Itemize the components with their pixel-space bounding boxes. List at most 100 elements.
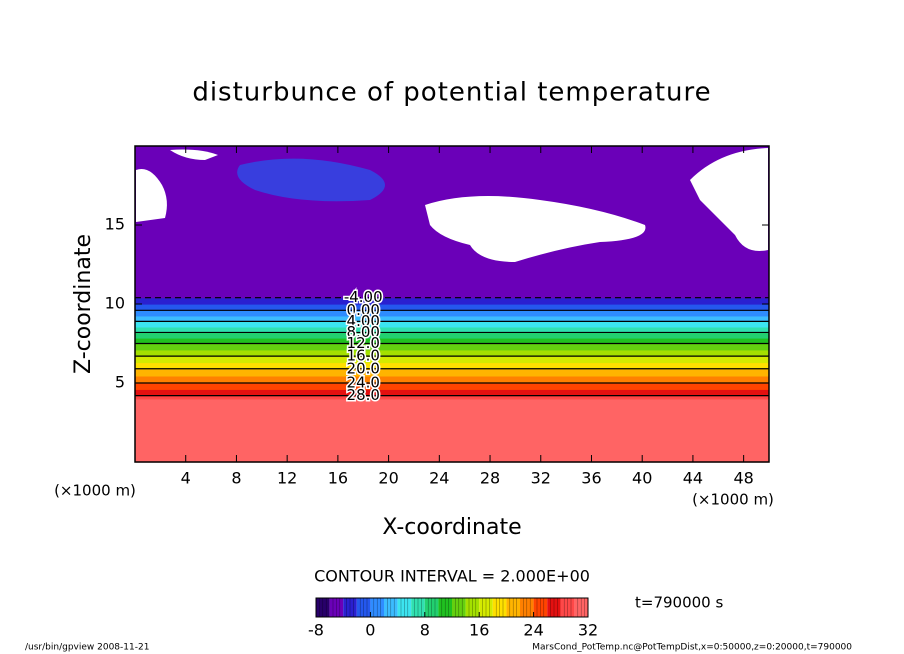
field-strip	[135, 302, 769, 305]
field-strip	[135, 298, 769, 301]
field-strip	[135, 335, 769, 337]
x-tick-label: 12	[277, 469, 297, 488]
field-strip	[135, 337, 769, 339]
colorbar-tick-label: 32	[578, 621, 598, 640]
field-strip	[135, 146, 769, 152]
field-strip	[135, 425, 769, 431]
contour-label: 28.0	[347, 386, 380, 404]
field-strip	[135, 193, 769, 200]
field-strip	[135, 372, 769, 375]
field-strip	[135, 340, 769, 343]
field-strip	[135, 293, 769, 297]
field-strip	[135, 289, 769, 292]
field-strip	[135, 391, 769, 394]
field-strip	[135, 325, 769, 328]
field-strip	[135, 307, 769, 309]
field-strip	[135, 339, 769, 342]
y-tick-label: 15	[105, 215, 125, 234]
field-strip	[135, 308, 769, 310]
field-strip	[135, 344, 769, 347]
x-tick-label: 20	[378, 469, 398, 488]
field-strip	[135, 338, 769, 341]
field-strip	[135, 346, 769, 349]
field-strip	[135, 182, 769, 189]
field-strip	[135, 377, 769, 379]
field-strip	[135, 349, 769, 352]
field-strip	[135, 363, 769, 366]
field-strip	[135, 300, 769, 303]
contour-label: 16.0	[347, 347, 380, 365]
colorbar-tick-label: 16	[469, 621, 489, 640]
field-strip	[135, 359, 769, 361]
x-tick-label: 16	[328, 469, 348, 488]
field-strip	[135, 285, 769, 288]
field-strip	[135, 267, 769, 273]
field-strip	[135, 337, 769, 340]
field-strip	[135, 172, 769, 179]
contour-label: 20.0	[347, 359, 380, 377]
field-strip	[135, 419, 769, 426]
field-strip	[135, 276, 769, 280]
field-strip	[135, 332, 769, 334]
field-strip	[135, 379, 769, 382]
field-strip	[135, 352, 769, 355]
field-strip	[135, 314, 769, 316]
colorbar-tick-label: -8	[308, 621, 324, 640]
field-strip	[135, 328, 769, 331]
field-strip	[135, 348, 769, 351]
field-strip	[135, 314, 769, 317]
field-strip	[135, 356, 769, 358]
contour-interval: CONTOUR INTERVAL = 2.000E+00	[314, 567, 590, 586]
field-strip	[135, 393, 769, 396]
field-strip	[135, 375, 769, 378]
x-tick-label: 40	[632, 469, 652, 488]
field-strip	[135, 306, 769, 308]
field-strip	[135, 161, 769, 168]
colorbar: -8 0 8 16 24 32	[308, 597, 598, 640]
y-axis-label: Z-coordinate	[71, 234, 96, 374]
x-tick-label: 36	[581, 469, 601, 488]
contour-label: 4.00	[347, 312, 380, 330]
field-strip	[135, 365, 769, 368]
field-strip	[135, 366, 769, 369]
x-tick-label: 8	[231, 469, 241, 488]
contour-label: 12.0	[347, 334, 380, 352]
field-strip	[135, 156, 769, 163]
field-strip	[135, 151, 769, 158]
field-strip	[135, 386, 769, 388]
field-strip	[135, 274, 769, 278]
field-strip	[135, 315, 769, 318]
undefined-regions	[136, 148, 768, 262]
field-strip	[135, 321, 769, 323]
field-strip	[135, 336, 769, 338]
field-strip	[135, 371, 769, 373]
x-axis-label: X-coordinate	[382, 515, 521, 540]
field-strip	[135, 316, 769, 319]
field-strip	[135, 246, 769, 252]
field-strip	[135, 167, 769, 173]
field-strip	[135, 404, 769, 410]
field-strip	[135, 430, 769, 437]
field-strip	[135, 440, 769, 447]
colorbar-frame	[315, 597, 589, 618]
upper-blue-region	[237, 158, 385, 202]
field-strip	[135, 384, 769, 386]
field-strip	[135, 341, 769, 344]
field-strip	[135, 383, 769, 385]
field-strip	[135, 318, 769, 321]
field-strip	[135, 304, 769, 306]
field-strip	[135, 295, 769, 299]
field-strip	[135, 358, 769, 360]
field-strip	[135, 319, 769, 322]
field-strip	[135, 326, 769, 329]
field-strip	[135, 369, 769, 372]
x-unit: (×1000 m)	[692, 491, 774, 509]
field-strip	[135, 351, 769, 354]
chart-title: disturbunce of potential temperature	[192, 78, 711, 108]
field-strip	[135, 364, 769, 367]
y-unit: (×1000 m)	[54, 482, 136, 500]
field-strip	[135, 278, 769, 282]
colorbar-tick-label: 0	[365, 621, 375, 640]
field-strip	[135, 313, 769, 315]
field-strip	[135, 392, 769, 395]
